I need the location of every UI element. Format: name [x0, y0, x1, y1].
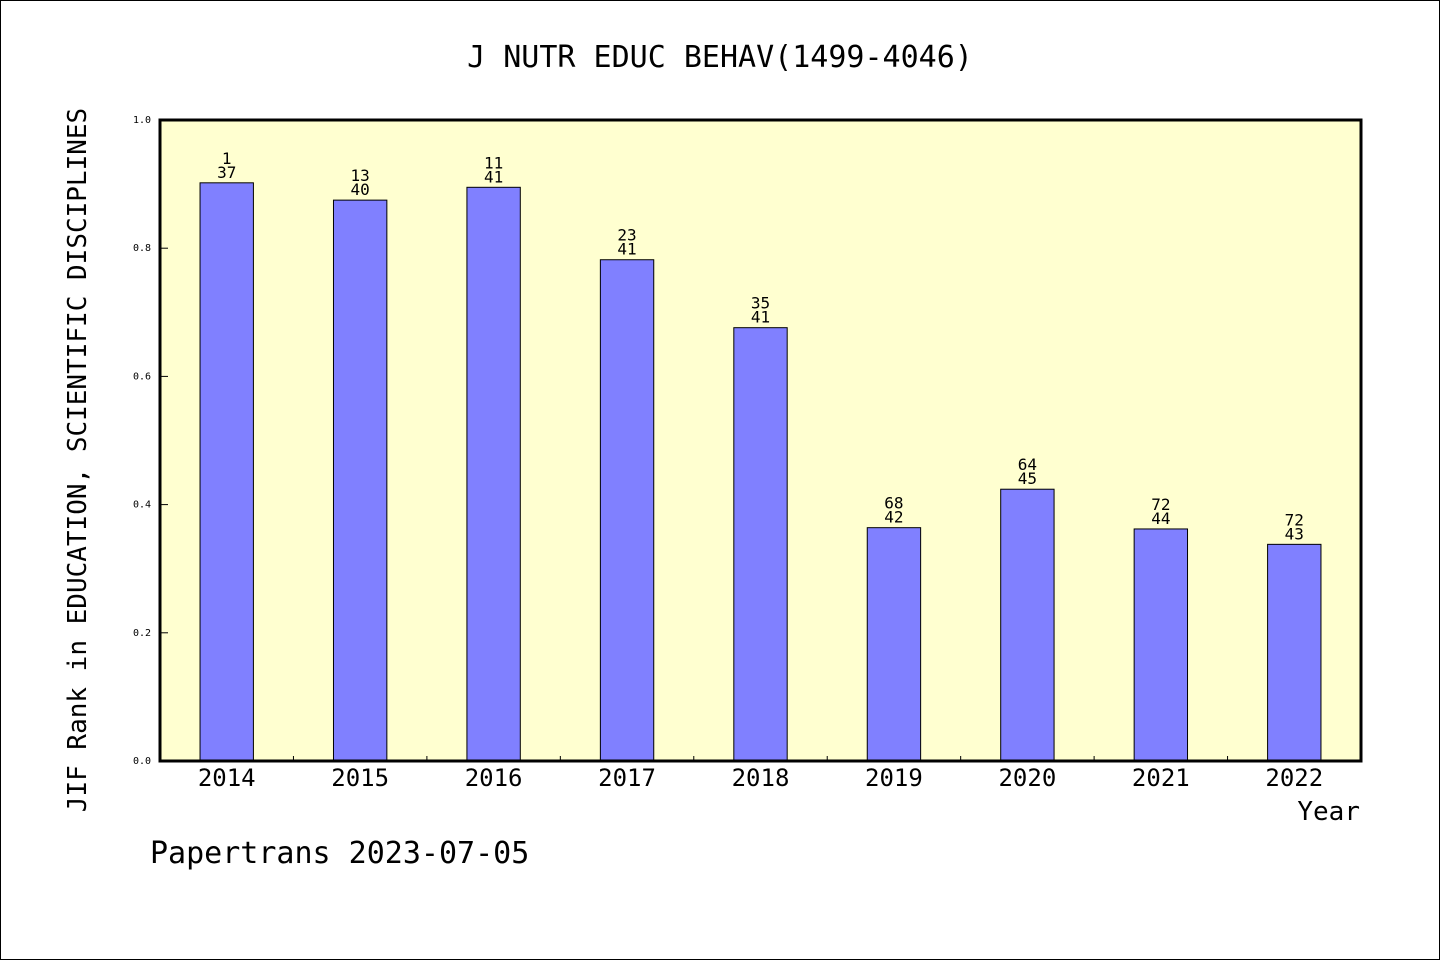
bar-2018: [733, 327, 788, 762]
bar-2021: [1133, 528, 1189, 762]
x-tick-label-2014: 2014: [198, 764, 256, 792]
bar-total-label-2015: 40: [351, 180, 370, 199]
y-tick-label: 0.4: [133, 500, 151, 511]
x-tick-label-2020: 2020: [998, 764, 1056, 792]
x-tick-label-2022: 2022: [1265, 764, 1323, 792]
bar-rank-label-2015: 13: [351, 166, 370, 185]
bar-rank-label-2017: 23: [617, 226, 636, 245]
bar-total-label-2021: 44: [1151, 509, 1170, 528]
chart-title: J NUTR EDUC BEHAV(1499-4046): [467, 40, 973, 75]
bar-2019: [866, 527, 922, 762]
bar-rank-label-2016: 11: [484, 153, 503, 172]
x-tick-label-2021: 2021: [1132, 764, 1190, 792]
x-axis-ticks: 2014 2015 2016 2017 2018 2019 2020 2021 2022: [198, 756, 1323, 792]
bar-total-label-2017: 41: [617, 240, 636, 259]
bar-2015: [332, 199, 388, 762]
bar-total-label-2016: 41: [484, 167, 503, 186]
x-tick-label-2015: 2015: [331, 764, 389, 792]
bar-total-label-2022: 43: [1285, 524, 1304, 543]
bar-total-label-2020: 45: [1018, 469, 1037, 488]
bar-rank-label-2022: 72: [1285, 510, 1304, 529]
y-tick-label: 0.0: [133, 756, 151, 767]
bar-total-label-2018: 41: [751, 308, 770, 327]
y-tick-label: 0.2: [133, 628, 151, 639]
x-tick-label-2016: 2016: [465, 764, 523, 792]
bar-rank-label-2014: 1: [222, 149, 232, 168]
bar-rank-label-2019: 68: [884, 494, 903, 513]
bar-rank-label-2020: 64: [1018, 455, 1037, 474]
footer-text: Papertrans 2023-07-05: [150, 836, 529, 871]
y-tick-label: 1.0: [133, 115, 151, 126]
bar-rank-label-2018: 35: [751, 294, 770, 313]
x-tick-label-2018: 2018: [732, 764, 790, 792]
bars-group: [199, 182, 1322, 762]
bar-total-label-2014: 37: [217, 163, 236, 182]
x-axis-label: Year: [1297, 797, 1360, 827]
bar-2020: [1000, 488, 1055, 762]
y-axis-label: JIF Rank in EDUCATION, SCIENTIFIC DISCIP…: [63, 108, 93, 812]
plot-border: [158, 118, 1363, 763]
bar-2017: [599, 259, 655, 762]
bar-rank-label-2021: 72: [1151, 495, 1170, 514]
x-tick-label-2017: 2017: [598, 764, 656, 792]
bar-2022: [1267, 543, 1322, 762]
bar-2016: [466, 186, 521, 762]
x-tick-label-2019: 2019: [865, 764, 923, 792]
bar-2014: [199, 182, 254, 762]
y-tick-label: 0.6: [133, 371, 151, 382]
y-tick-label: 0.8: [133, 243, 151, 254]
bar-total-label-2019: 42: [884, 508, 903, 527]
